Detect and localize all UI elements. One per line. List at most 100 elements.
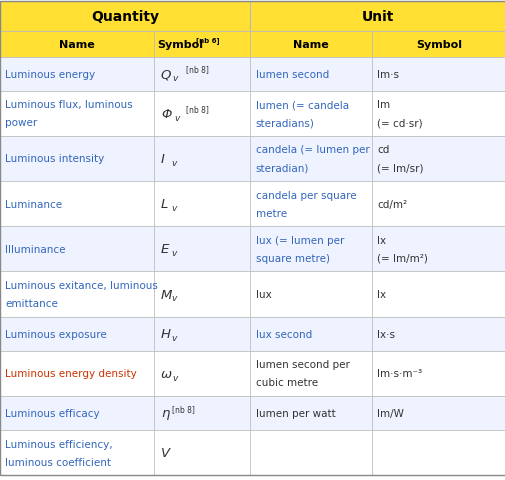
Text: [nb 8]: [nb 8] — [172, 404, 194, 413]
Bar — [371, 396, 505, 430]
Text: Name: Name — [293, 39, 328, 49]
Bar — [250, 351, 371, 396]
Text: (= lm/m²): (= lm/m²) — [376, 253, 427, 264]
Text: power: power — [5, 118, 37, 128]
Text: Luminous energy density: Luminous energy density — [5, 369, 136, 379]
Bar — [250, 92, 371, 137]
Text: Symbol: Symbol — [157, 39, 203, 49]
Bar — [154, 58, 250, 92]
Bar — [0, 351, 154, 396]
Bar — [250, 182, 371, 227]
Text: [nb 8]: [nb 8] — [186, 65, 209, 74]
Text: Luminous flux, luminous: Luminous flux, luminous — [5, 100, 132, 110]
Bar — [250, 2, 505, 32]
Bar — [0, 317, 154, 351]
Text: steradian): steradian) — [255, 163, 308, 173]
Text: cd/m²: cd/m² — [376, 199, 407, 209]
Bar — [371, 351, 505, 396]
Text: v: v — [174, 113, 179, 122]
Bar — [250, 317, 371, 351]
Bar — [371, 317, 505, 351]
Text: lx: lx — [376, 289, 385, 300]
Text: v: v — [171, 294, 176, 303]
Text: cubic metre: cubic metre — [255, 378, 317, 387]
Text: ω: ω — [161, 367, 172, 380]
Text: lm: lm — [376, 100, 389, 110]
Text: steradians): steradians) — [255, 118, 314, 128]
Text: Unit: Unit — [362, 10, 393, 24]
Bar — [371, 430, 505, 475]
Bar — [154, 92, 250, 137]
Bar — [371, 182, 505, 227]
Text: Luminous exitance, luminous: Luminous exitance, luminous — [5, 280, 158, 290]
Text: candela per square: candela per square — [255, 190, 356, 200]
Text: emittance: emittance — [5, 299, 58, 308]
Text: I: I — [161, 153, 165, 166]
Bar — [0, 396, 154, 430]
Bar — [371, 227, 505, 272]
Text: η: η — [161, 407, 169, 420]
Text: Luminous energy: Luminous energy — [5, 70, 95, 80]
Bar — [0, 32, 250, 58]
Text: lm/W: lm/W — [376, 408, 403, 418]
Text: lm·s·m⁻³: lm·s·m⁻³ — [376, 369, 421, 379]
Bar — [0, 92, 154, 137]
Text: lux: lux — [255, 289, 271, 300]
Text: V: V — [161, 446, 170, 459]
Text: Luminous efficiency,: Luminous efficiency, — [5, 439, 113, 449]
Bar — [250, 32, 505, 58]
Text: Luminous intensity: Luminous intensity — [5, 154, 104, 164]
Text: (= cd·sr): (= cd·sr) — [376, 118, 422, 128]
Bar — [250, 396, 371, 430]
Text: [nb 8]: [nb 8] — [186, 105, 209, 114]
Text: lux second: lux second — [255, 329, 311, 339]
Bar — [250, 430, 371, 475]
Bar — [0, 32, 154, 58]
Text: candela (= lumen per: candela (= lumen per — [255, 145, 369, 155]
Bar — [0, 227, 154, 272]
Bar — [250, 227, 371, 272]
Bar — [154, 182, 250, 227]
Bar — [371, 58, 505, 92]
Bar — [250, 137, 371, 182]
Text: Symbol: Symbol — [415, 39, 461, 49]
Text: Luminance: Luminance — [5, 199, 62, 209]
Text: Quantity: Quantity — [91, 10, 159, 24]
Text: M: M — [161, 288, 172, 301]
Text: luminous coefficient: luminous coefficient — [5, 456, 111, 467]
Bar — [154, 137, 250, 182]
Bar — [0, 430, 154, 475]
Bar — [154, 272, 250, 317]
Bar — [371, 32, 505, 58]
Text: Name: Name — [59, 39, 95, 49]
Text: lumen second: lumen second — [255, 70, 328, 80]
Bar — [371, 272, 505, 317]
Text: L: L — [161, 198, 168, 211]
Bar — [154, 317, 250, 351]
Text: v: v — [171, 249, 176, 258]
Bar — [371, 137, 505, 182]
Text: lumen (= candela: lumen (= candela — [255, 100, 348, 110]
Text: Φ: Φ — [161, 108, 171, 120]
Text: lx·s: lx·s — [376, 329, 394, 339]
Text: square metre): square metre) — [255, 253, 329, 264]
Bar — [0, 272, 154, 317]
Text: v: v — [172, 373, 177, 382]
Bar — [0, 2, 250, 32]
Text: cd: cd — [376, 145, 388, 155]
Text: v: v — [172, 74, 177, 83]
Text: lm·s: lm·s — [376, 70, 398, 80]
Text: Illuminance: Illuminance — [5, 244, 66, 254]
Text: v: v — [171, 158, 176, 168]
Bar — [250, 58, 371, 92]
Text: Luminous efficacy: Luminous efficacy — [5, 408, 99, 418]
Text: lux (= lumen per: lux (= lumen per — [255, 235, 343, 245]
Text: Q: Q — [161, 68, 171, 81]
Text: metre: metre — [255, 208, 286, 218]
Text: (= lm/sr): (= lm/sr) — [376, 163, 423, 173]
Bar — [250, 32, 371, 58]
Text: [nb 6]: [nb 6] — [196, 36, 220, 44]
Bar — [0, 182, 154, 227]
Bar — [0, 58, 154, 92]
Bar — [154, 32, 250, 58]
